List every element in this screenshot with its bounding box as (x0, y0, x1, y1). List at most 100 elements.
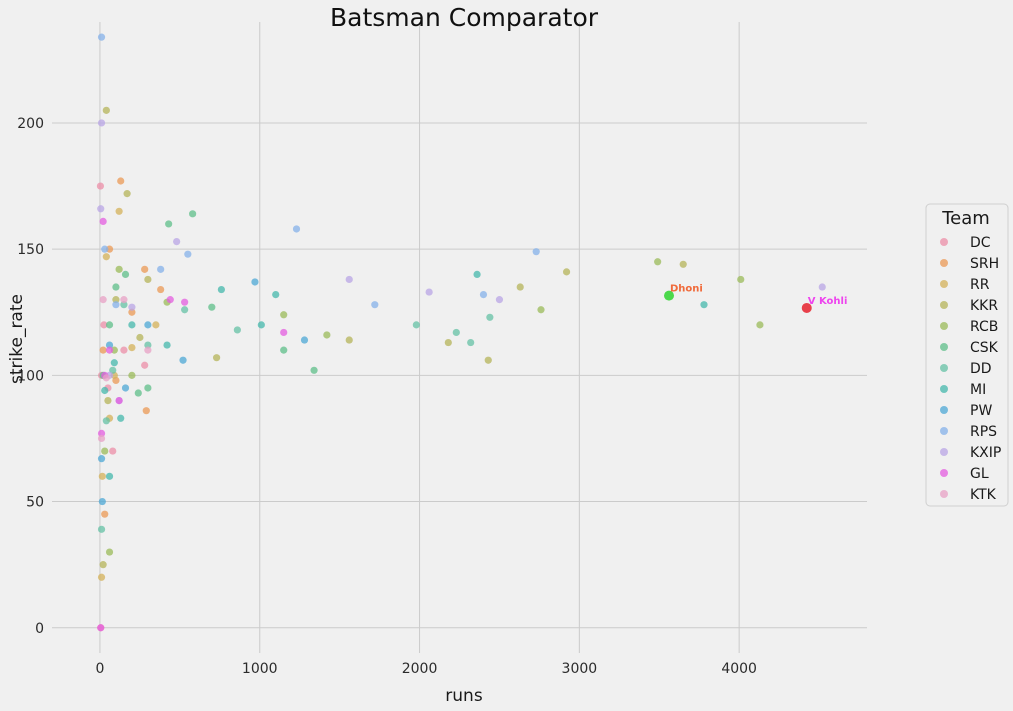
series-rps (97, 33, 540, 309)
data-point (105, 346, 114, 354)
data-point (128, 321, 136, 329)
series-kkr (99, 106, 687, 569)
data-point (467, 338, 475, 347)
legend-item-dc: DC (940, 235, 991, 251)
data-point (141, 361, 149, 369)
legend-item-mi: MI (940, 382, 986, 398)
legend-marker (940, 490, 948, 498)
data-point (128, 303, 136, 311)
data-point (479, 290, 488, 299)
legend-item-srh: SRH (940, 256, 999, 272)
series-pw (97, 278, 309, 506)
data-point (117, 177, 125, 185)
legend-item-csk: CSK (940, 340, 999, 356)
legend-item-kkr: KKR (940, 298, 998, 314)
data-point (280, 346, 288, 354)
data-point (425, 288, 433, 296)
legend-label: RR (970, 277, 990, 293)
legend-item-ktk: KTK (940, 487, 997, 503)
annotations: Dhoni V Kohli (664, 284, 847, 313)
legend-label: DD (970, 361, 992, 377)
data-point (104, 397, 112, 405)
legend-marker (940, 343, 948, 351)
y-ticks: 0 50 100 150 200 (17, 116, 44, 637)
data-point (737, 275, 745, 284)
data-point (101, 510, 109, 518)
highlight-point-v-kohli (801, 302, 812, 313)
data-point (179, 356, 187, 364)
data-point (121, 384, 130, 392)
data-point (117, 414, 125, 422)
data-point (537, 306, 545, 314)
legend-label: PW (970, 403, 992, 419)
legend-item-dd: DD (940, 361, 992, 377)
data-point (97, 33, 106, 41)
data-point (412, 321, 420, 329)
legend-label: GL (970, 466, 989, 482)
data-point (217, 285, 225, 294)
data-point (102, 374, 110, 382)
legend-marker (940, 469, 948, 477)
data-point (516, 283, 524, 291)
data-point (141, 265, 149, 273)
data-point (99, 346, 107, 354)
data-point (105, 321, 114, 329)
legend-title: Team (941, 208, 990, 229)
data-point (157, 265, 165, 273)
data-point (97, 624, 105, 632)
data-point (280, 328, 288, 337)
y-axis-label: strike_rate (7, 294, 27, 384)
x-axis-label: runs (445, 686, 483, 706)
legend-label: RPS (970, 424, 997, 440)
data-point (99, 296, 107, 304)
data-point (142, 407, 150, 415)
data-point (165, 220, 173, 228)
data-point (152, 321, 160, 329)
series-dd (97, 301, 494, 533)
legend-item-kxip: KXIP (940, 445, 1001, 461)
legend-marker (940, 259, 948, 267)
data-point (292, 225, 301, 233)
data-point (163, 341, 171, 349)
data-point (97, 205, 105, 213)
y-tick-label: 0 (35, 621, 44, 637)
legend-marker (940, 280, 948, 288)
data-point (99, 217, 107, 225)
data-point (233, 326, 241, 334)
highlight-point-dhoni (664, 290, 675, 301)
data-point (473, 270, 481, 278)
data-point (144, 321, 152, 329)
data-point (109, 447, 117, 455)
data-point (144, 346, 152, 354)
y-tick-label: 100 (17, 368, 44, 384)
data-point (345, 336, 353, 344)
highlight-label-dhoni: Dhoni (670, 284, 703, 295)
data-point (371, 301, 379, 309)
x-tick-label: 3000 (562, 661, 598, 677)
legend-marker (940, 238, 948, 246)
data-point (181, 306, 189, 314)
y-tick-label: 200 (17, 116, 44, 132)
data-point (100, 321, 108, 329)
data-point (323, 331, 331, 339)
legend-item-pw: PW (940, 403, 992, 419)
data-point (128, 371, 136, 379)
data-point (97, 525, 106, 533)
legend-marker (940, 385, 948, 393)
data-point (272, 290, 280, 299)
data-point (97, 119, 106, 127)
data-point (101, 386, 109, 395)
legend-item-rcb: RCB (940, 319, 998, 335)
data-point (120, 301, 128, 309)
legend-label: KKR (970, 298, 998, 314)
highlight-label-v-kohli: V Kohli (808, 296, 848, 307)
data-point (123, 190, 131, 198)
data-point (112, 301, 120, 309)
legend-label: MI (970, 382, 986, 398)
series-ktk (97, 296, 152, 443)
data-point (486, 313, 494, 321)
data-point (99, 561, 107, 569)
legend-label: SRH (970, 256, 999, 272)
legend-label: KTK (970, 487, 997, 503)
